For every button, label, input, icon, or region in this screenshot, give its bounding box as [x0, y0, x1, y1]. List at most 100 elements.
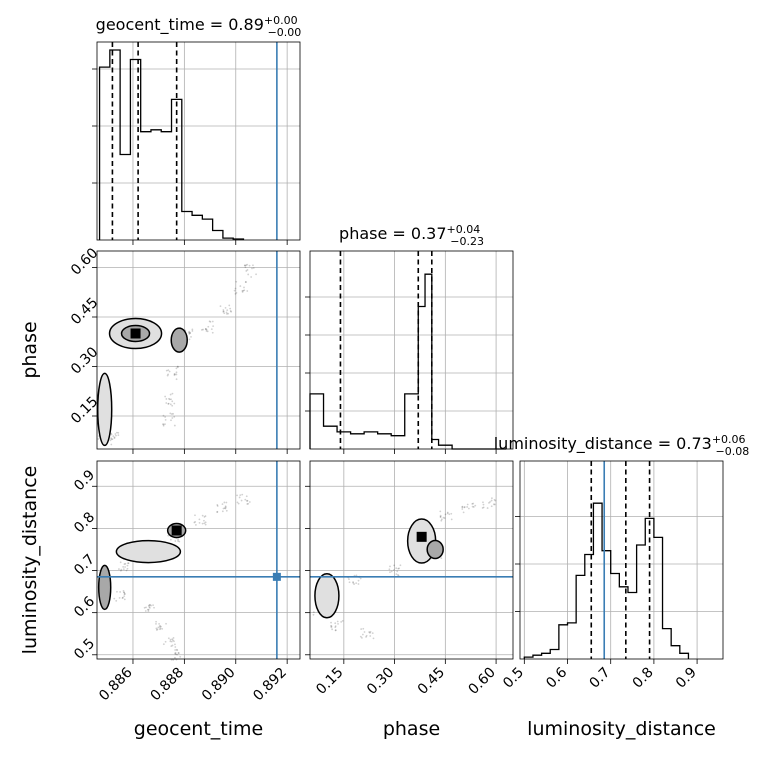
hist-frame-geocent_time — [96, 41, 301, 241]
sample-point — [203, 516, 206, 518]
sample-point — [147, 610, 150, 613]
sample-point — [109, 439, 112, 442]
sample-point — [241, 289, 244, 292]
sample-point — [244, 281, 247, 284]
sample-point — [173, 402, 176, 405]
sample-point — [162, 423, 164, 426]
sample-point — [225, 311, 228, 314]
sample-point — [341, 620, 344, 622]
hist-frame-phase — [309, 250, 514, 450]
sample-point — [239, 494, 242, 497]
sample-point — [222, 310, 225, 313]
sample-point — [190, 336, 192, 338]
sample-point — [241, 493, 244, 496]
sample-point — [170, 419, 172, 422]
sample-point — [490, 499, 493, 502]
sample-point — [252, 264, 254, 267]
sample-point — [225, 501, 228, 504]
tick-label-y: 0.60 — [68, 245, 101, 278]
sample-point — [119, 569, 122, 572]
sample-point — [224, 307, 227, 309]
sample-point — [448, 513, 451, 516]
sample-point — [330, 624, 332, 627]
sample-point — [127, 562, 129, 565]
sample-point — [126, 564, 129, 567]
sample-point — [463, 506, 466, 508]
sample-point — [348, 578, 350, 581]
sample-point — [162, 424, 165, 427]
density-peak-marker — [171, 525, 182, 536]
sample-point — [145, 606, 147, 609]
sample-point — [247, 273, 250, 276]
sample-point — [173, 640, 175, 643]
sample-point — [369, 635, 372, 637]
sample-point — [158, 626, 161, 628]
sample-point — [461, 508, 464, 510]
sample-point — [365, 636, 367, 638]
title-value: phase = 0.37 — [339, 224, 446, 243]
sample-point — [236, 501, 239, 504]
tick-label-x: 0.7 — [586, 665, 613, 692]
frame-luminosity_distance-vs-phase — [309, 460, 514, 660]
sample-point — [228, 304, 231, 307]
sample-point — [467, 507, 470, 510]
sample-point — [244, 264, 246, 267]
sample-point — [389, 571, 391, 574]
sample-point — [471, 505, 474, 508]
sample-point — [188, 332, 191, 334]
sample-point — [176, 365, 179, 368]
sample-point — [174, 653, 177, 655]
sample-point — [123, 595, 126, 598]
title-plus: +0.00 — [264, 14, 298, 27]
sample-point — [201, 514, 204, 517]
sample-point — [118, 597, 121, 599]
sample-point — [165, 369, 168, 372]
contour-level — [170, 327, 188, 353]
sample-point — [164, 423, 166, 426]
tick-label-y: 0.8 — [71, 509, 98, 536]
sample-point — [150, 604, 152, 607]
sample-point — [116, 590, 118, 593]
sample-point — [216, 510, 219, 513]
sample-point — [440, 519, 443, 522]
sample-point — [165, 402, 168, 404]
sample-point — [240, 499, 243, 502]
sample-point — [446, 512, 449, 515]
sample-point — [252, 267, 255, 269]
density-peak-marker — [416, 531, 427, 542]
sample-point — [174, 651, 177, 654]
sample-point — [170, 413, 173, 415]
sample-point — [160, 625, 162, 628]
sample-point — [177, 651, 180, 654]
sample-point — [167, 637, 170, 640]
sample-point — [239, 285, 242, 287]
sample-point — [162, 423, 165, 426]
sample-point — [224, 505, 227, 508]
sample-point — [174, 643, 176, 646]
sample-point — [114, 433, 117, 435]
sample-point — [176, 366, 179, 369]
sample-point — [212, 325, 215, 328]
sample-point — [440, 557, 443, 560]
sample-point — [148, 604, 151, 607]
sample-point — [125, 569, 128, 572]
sample-point — [201, 522, 204, 525]
sample-point — [246, 503, 249, 505]
sample-point — [146, 608, 149, 611]
tick-label-x: 0.60 — [466, 665, 499, 698]
sample-point — [482, 506, 485, 509]
sample-point — [117, 431, 120, 434]
panel-title-luminosity_distance: luminosity_distance = 0.73+0.06 −0.08 — [494, 433, 750, 458]
sample-point — [352, 581, 354, 583]
sample-point — [167, 373, 170, 376]
sample-point — [229, 307, 232, 310]
sample-point — [177, 538, 180, 541]
sample-point — [157, 626, 160, 629]
sample-point — [248, 264, 251, 267]
sample-point — [173, 374, 176, 377]
sample-point — [372, 637, 375, 640]
tick-label-y: 0.15 — [68, 394, 101, 427]
sample-point — [450, 518, 453, 521]
axis-label-y-phase: phase — [19, 321, 41, 378]
sample-point — [205, 330, 208, 332]
